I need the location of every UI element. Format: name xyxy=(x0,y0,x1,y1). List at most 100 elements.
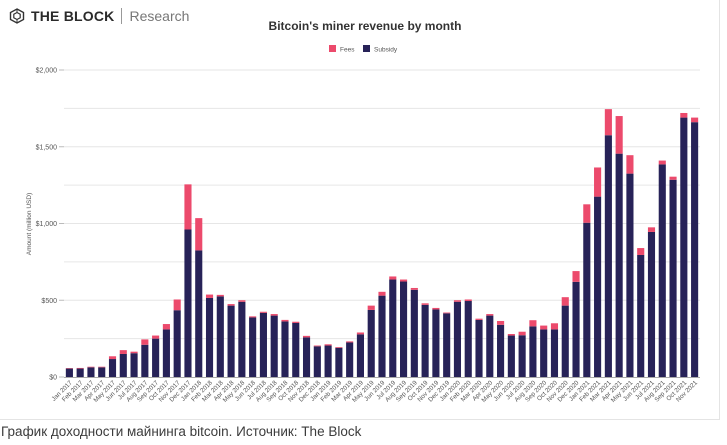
y-axis-ticks: $0 $500 $1,000 $1,500 $2,000 xyxy=(36,68,64,382)
bar-fees xyxy=(87,366,95,368)
bar-subsidy xyxy=(173,310,181,377)
bar-fees xyxy=(249,316,257,318)
bar-subsidy xyxy=(637,254,645,377)
bar-fees xyxy=(561,297,569,306)
cube-logo-icon xyxy=(9,8,25,24)
bar-subsidy xyxy=(346,342,354,377)
bar-fees xyxy=(152,335,160,339)
bar-fees xyxy=(162,324,170,330)
bar-fees xyxy=(615,116,623,154)
bar-subsidy xyxy=(367,309,375,377)
bar-fees xyxy=(637,248,645,255)
bar-subsidy xyxy=(540,329,548,377)
bar-fees xyxy=(464,299,472,302)
bar-subsidy xyxy=(647,231,656,377)
chart-title: Bitcoin's miner revenue by month xyxy=(269,19,462,33)
bar-fees xyxy=(141,339,149,345)
bars xyxy=(65,109,699,378)
bar-fees xyxy=(205,294,214,298)
bar-subsidy xyxy=(421,304,429,377)
legend-label-fees: Fees xyxy=(340,47,355,54)
bar-fees xyxy=(313,345,321,347)
bar-subsidy xyxy=(195,250,203,377)
bar-fees xyxy=(119,350,127,354)
bar-subsidy xyxy=(227,305,235,377)
bar-fees xyxy=(432,307,440,310)
bar-fees xyxy=(76,367,84,369)
bar-fees xyxy=(507,334,515,336)
bar-fees xyxy=(475,318,483,320)
bar-fees xyxy=(626,155,634,174)
y-tick-label: $2,000 xyxy=(36,68,58,75)
bar-subsidy xyxy=(313,346,321,377)
brand-name: THE BLOCK xyxy=(31,8,115,24)
bar-subsidy xyxy=(400,281,408,377)
bar-fees xyxy=(98,366,106,368)
bar-subsidy xyxy=(550,329,559,377)
bar-subsidy xyxy=(529,326,537,377)
legend-label-subsidy: Subsidy xyxy=(374,47,398,54)
bar-fees xyxy=(108,356,117,360)
bar-subsidy xyxy=(356,334,364,377)
y-tick-label: $1,000 xyxy=(36,221,58,228)
bar-subsidy xyxy=(410,289,418,377)
bar-fees xyxy=(669,176,677,180)
bar-subsidy xyxy=(432,309,440,377)
bar-subsidy xyxy=(335,347,343,377)
miner-revenue-chart: Bitcoin's miner revenue by month Fees Su… xyxy=(26,19,700,404)
bar-subsidy xyxy=(378,295,386,377)
bar-fees xyxy=(421,303,429,305)
bar-fees xyxy=(259,311,267,313)
bar-fees xyxy=(572,271,580,282)
bar-fees xyxy=(292,321,300,323)
bar-fees xyxy=(518,331,526,336)
bar-subsidy xyxy=(119,353,127,377)
bar-fees xyxy=(302,335,311,338)
bar-subsidy xyxy=(108,359,117,377)
bar-fees xyxy=(658,160,666,165)
bar-fees xyxy=(550,323,559,330)
bar-subsidy xyxy=(583,222,591,377)
legend: Fees Subsidy xyxy=(329,45,398,54)
bar-subsidy xyxy=(184,229,192,377)
bar-subsidy xyxy=(443,313,451,377)
bar-subsidy xyxy=(216,296,224,377)
bar-subsidy xyxy=(615,153,623,377)
image-caption: График доходности майнинга bitcoin. Исто… xyxy=(1,424,362,439)
bar-fees xyxy=(691,117,699,123)
bar-fees xyxy=(680,112,688,118)
bar-subsidy xyxy=(497,324,505,377)
bar-subsidy xyxy=(249,317,257,377)
bar-fees xyxy=(378,291,386,296)
bar-subsidy xyxy=(680,117,688,378)
bar-fees xyxy=(443,312,451,314)
bar-subsidy xyxy=(626,173,634,377)
bar-subsidy xyxy=(572,281,580,377)
bar-fees xyxy=(486,314,494,316)
bar-subsidy xyxy=(486,315,494,377)
bar-subsidy xyxy=(389,279,397,377)
bar-subsidy xyxy=(691,122,699,377)
bar-fees xyxy=(583,204,591,223)
bar-subsidy xyxy=(669,179,677,377)
bar-fees xyxy=(184,184,192,230)
bar-subsidy xyxy=(141,344,149,377)
bar-fees xyxy=(227,304,235,306)
bar-subsidy xyxy=(270,315,278,377)
legend-swatch-subsidy xyxy=(363,45,370,52)
bar-subsidy xyxy=(453,301,462,377)
bar-fees xyxy=(173,299,181,311)
bar-fees xyxy=(594,167,602,197)
bar-fees xyxy=(281,319,289,322)
the-block-logo: THE BLOCK Research xyxy=(9,6,189,26)
bar-fees xyxy=(497,320,505,325)
bar-fees xyxy=(346,341,354,343)
bar-fees xyxy=(410,287,418,290)
y-tick-label: $500 xyxy=(41,298,57,305)
bar-subsidy xyxy=(604,135,612,377)
y-tick-label: $0 xyxy=(49,375,57,382)
bar-fees xyxy=(389,276,397,280)
chart-card: THE BLOCK Research Bitcoin's miner reven… xyxy=(0,0,720,420)
bar-subsidy xyxy=(238,301,246,377)
